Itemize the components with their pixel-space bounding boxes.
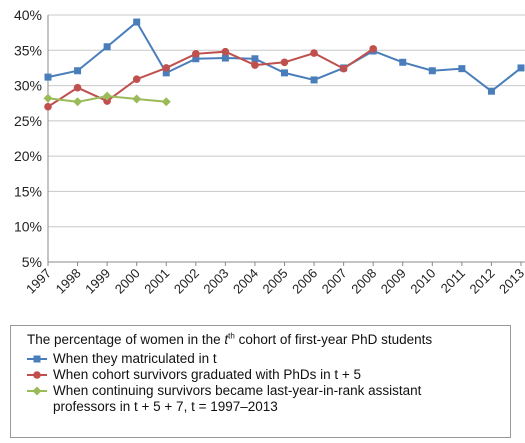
x-tick-label: 2011	[438, 266, 468, 296]
data-point	[369, 45, 377, 53]
series-line	[47, 20, 522, 93]
y-tick-label: 10%	[14, 219, 42, 235]
legend-item: When cohort survivors graduated with PhD…	[27, 367, 467, 383]
legend-key	[27, 355, 47, 363]
legend-item: When they matriculated in t	[27, 351, 467, 367]
x-tick-label: 2012	[467, 266, 498, 297]
legend-title-part: cohort of first-year PhD students	[234, 332, 433, 347]
legend-title-part: The percentage of women in the	[27, 332, 225, 347]
data-point	[399, 58, 407, 66]
data-point	[102, 91, 112, 101]
y-tick-label: 40%	[14, 7, 42, 23]
data-point	[43, 93, 53, 103]
chart: 5%10%15%20%25%30%35%40%19971998199920002…	[14, 7, 525, 297]
legend-marker	[32, 386, 42, 396]
data-point	[221, 47, 230, 56]
data-point	[132, 75, 141, 84]
x-tick-label: 2007	[319, 266, 350, 297]
x-tick-label: 2006	[289, 266, 320, 297]
data-point	[192, 55, 200, 63]
y-tick-label: 15%	[14, 183, 42, 199]
legend: The percentage of women in the tth cohor…	[10, 325, 511, 438]
legend-title: The percentage of women in the tth cohor…	[27, 332, 502, 348]
data-point	[133, 18, 141, 26]
x-tick-label: 2003	[200, 266, 231, 297]
y-tick-label: 25%	[14, 113, 42, 129]
x-tick-label: 2009	[378, 266, 409, 297]
data-point	[44, 73, 52, 81]
y-tick-label: 5%	[22, 254, 42, 270]
y-tick-label: 30%	[14, 78, 42, 94]
data-point	[487, 87, 495, 95]
legend-key	[27, 386, 47, 396]
data-point	[162, 64, 171, 72]
data-point	[339, 64, 348, 73]
data-point	[44, 102, 52, 111]
data-point	[251, 61, 259, 69]
data-point	[517, 64, 525, 72]
data-point	[132, 94, 142, 104]
y-tick-label: 35%	[14, 42, 42, 58]
data-point	[310, 76, 318, 84]
legend-label: When cohort survivors graduated with PhD…	[53, 367, 362, 382]
legend-key	[27, 371, 47, 379]
series-line	[47, 48, 374, 108]
x-tick-label: 2002	[171, 266, 202, 297]
data-point	[74, 67, 82, 75]
legend-title-part: t	[224, 332, 229, 347]
x-tick-label: 2005	[260, 266, 291, 297]
data-point	[458, 65, 466, 73]
data-point	[192, 50, 200, 58]
legend-item: When continuing survivors became last-ye…	[27, 383, 467, 415]
x-tick-label: 1998	[53, 266, 84, 297]
x-tick-label: 2008	[348, 266, 379, 297]
data-point	[103, 43, 111, 51]
x-tick-label: 2013	[496, 266, 525, 297]
legend-label: When they matriculated in t	[53, 351, 217, 366]
x-tick-label: 2004	[230, 266, 261, 297]
x-tick-label: 2010	[407, 266, 438, 297]
legend-marker	[33, 355, 41, 363]
legend-title-part: th	[228, 331, 235, 341]
data-point	[73, 97, 83, 107]
data-point	[281, 69, 288, 77]
legend-marker	[33, 371, 41, 379]
data-point	[428, 67, 436, 75]
data-point	[162, 69, 170, 77]
x-tick-label: 1997	[23, 266, 54, 297]
data-point	[251, 55, 259, 63]
data-point	[280, 58, 289, 67]
data-point	[103, 97, 111, 105]
data-point	[310, 49, 318, 57]
data-point	[221, 54, 229, 62]
x-tick-label: 1999	[82, 266, 113, 297]
x-tick-label: 2000	[112, 266, 143, 297]
data-point	[161, 97, 171, 107]
x-tick-label: 2001	[141, 266, 172, 297]
legend-label: When continuing survivors became last-ye…	[53, 383, 422, 414]
data-point	[73, 83, 82, 92]
y-tick-label: 20%	[14, 148, 42, 164]
